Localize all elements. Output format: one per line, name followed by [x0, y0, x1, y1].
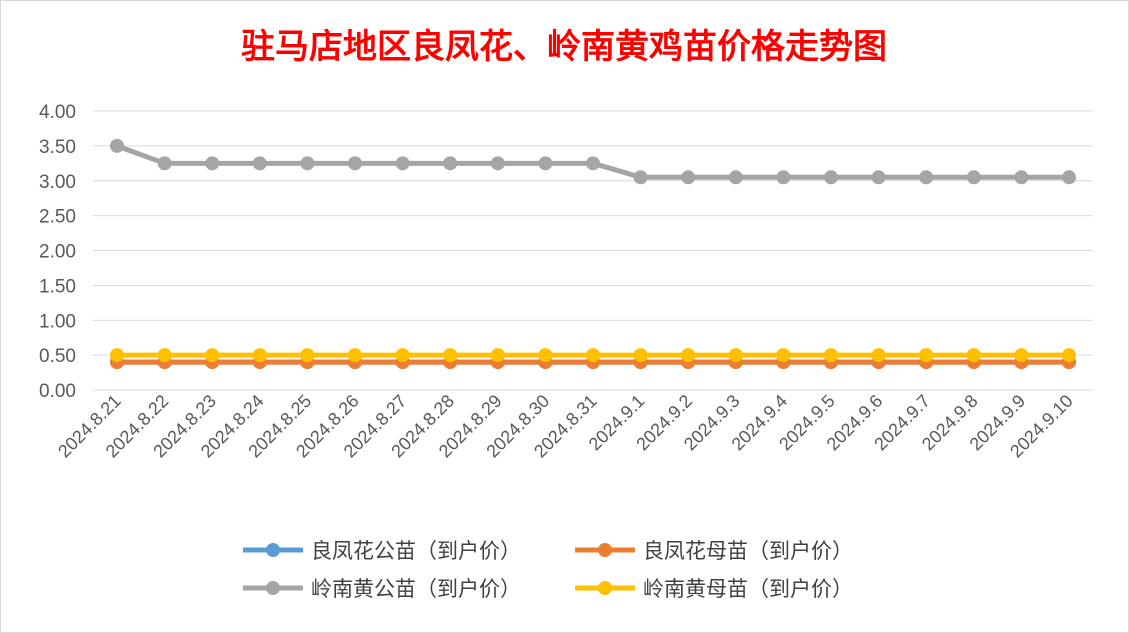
data-point [490, 348, 505, 363]
legend-label: 良凤花母苗（到户价） [643, 539, 853, 563]
data-point [205, 348, 220, 363]
y-axis-ticks: 0.00 0.50 1.00 1.50 2.00 2.50 3.00 3.50 4.00 [39, 102, 76, 402]
data-point [966, 348, 981, 363]
data-point [300, 348, 315, 363]
data-point [728, 348, 743, 363]
data-point [538, 156, 553, 171]
data-point [395, 348, 410, 363]
data-point [919, 170, 934, 185]
y-tick-label: 4.00 [39, 102, 76, 123]
legend-item: 良凤花母苗（到户价） [575, 539, 853, 563]
y-tick-label: 0.00 [39, 381, 76, 402]
data-point [681, 170, 696, 185]
data-point [490, 156, 505, 171]
data-point [538, 348, 553, 363]
y-tick-label: 1.50 [39, 276, 76, 297]
legend-swatch-marker [266, 581, 280, 595]
data-point [633, 348, 648, 363]
data-point [110, 348, 124, 363]
data-point [1014, 170, 1029, 185]
data-point [824, 348, 838, 363]
legend-item: 岭南黄公苗（到户价） [243, 577, 521, 601]
data-point [443, 348, 458, 363]
data-point [157, 156, 172, 171]
data-point [776, 170, 791, 185]
data-point [871, 170, 886, 185]
data-point [110, 138, 124, 153]
y-tick-label: 2.50 [39, 207, 76, 228]
data-point [586, 156, 600, 171]
data-point [776, 348, 791, 363]
data-point [586, 348, 600, 363]
data-point [1014, 348, 1029, 363]
y-tick-label: 1.00 [39, 311, 76, 332]
data-point [919, 348, 934, 363]
legend-swatch-marker [598, 543, 612, 557]
data-point [348, 348, 362, 363]
series-3 [110, 138, 1076, 185]
data-point [681, 348, 696, 363]
y-tick-label: 3.00 [39, 172, 76, 193]
legend-swatch-marker [598, 581, 612, 595]
data-point [348, 156, 362, 171]
data-point [205, 156, 220, 171]
data-point [157, 348, 172, 363]
y-tick-label: 3.50 [39, 137, 76, 158]
data-point [443, 156, 458, 171]
series-4 [110, 348, 1076, 363]
y-tick-label: 2.00 [39, 242, 76, 263]
legend-item: 良凤花公苗（到户价） [243, 539, 521, 563]
legend-label: 岭南黄公苗（到户价） [311, 577, 521, 601]
data-point [728, 170, 743, 185]
data-point [395, 156, 410, 171]
data-point [300, 156, 315, 171]
series-lines [110, 138, 1076, 370]
data-point [966, 170, 981, 185]
chart-title: 驻马店地区良凤花、岭南黄鸡苗价格走势图 [241, 27, 887, 67]
data-point [1062, 348, 1076, 363]
legend: 良凤花公苗（到户价） 良凤花母苗（到户价） 岭南黄公苗（到户价） 岭南黄母苗（到户价） [243, 539, 853, 601]
data-point [252, 348, 267, 363]
legend-item: 岭南黄母苗（到户价） [575, 577, 853, 601]
legend-label: 良凤花公苗（到户价） [311, 539, 521, 563]
data-point [871, 348, 886, 363]
data-point [824, 170, 838, 185]
data-point [252, 156, 267, 171]
legend-label: 岭南黄母苗（到户价） [643, 577, 853, 601]
y-tick-label: 0.50 [39, 346, 76, 367]
data-point [1062, 170, 1076, 185]
legend-swatch-marker [266, 543, 280, 557]
data-point [633, 170, 648, 185]
